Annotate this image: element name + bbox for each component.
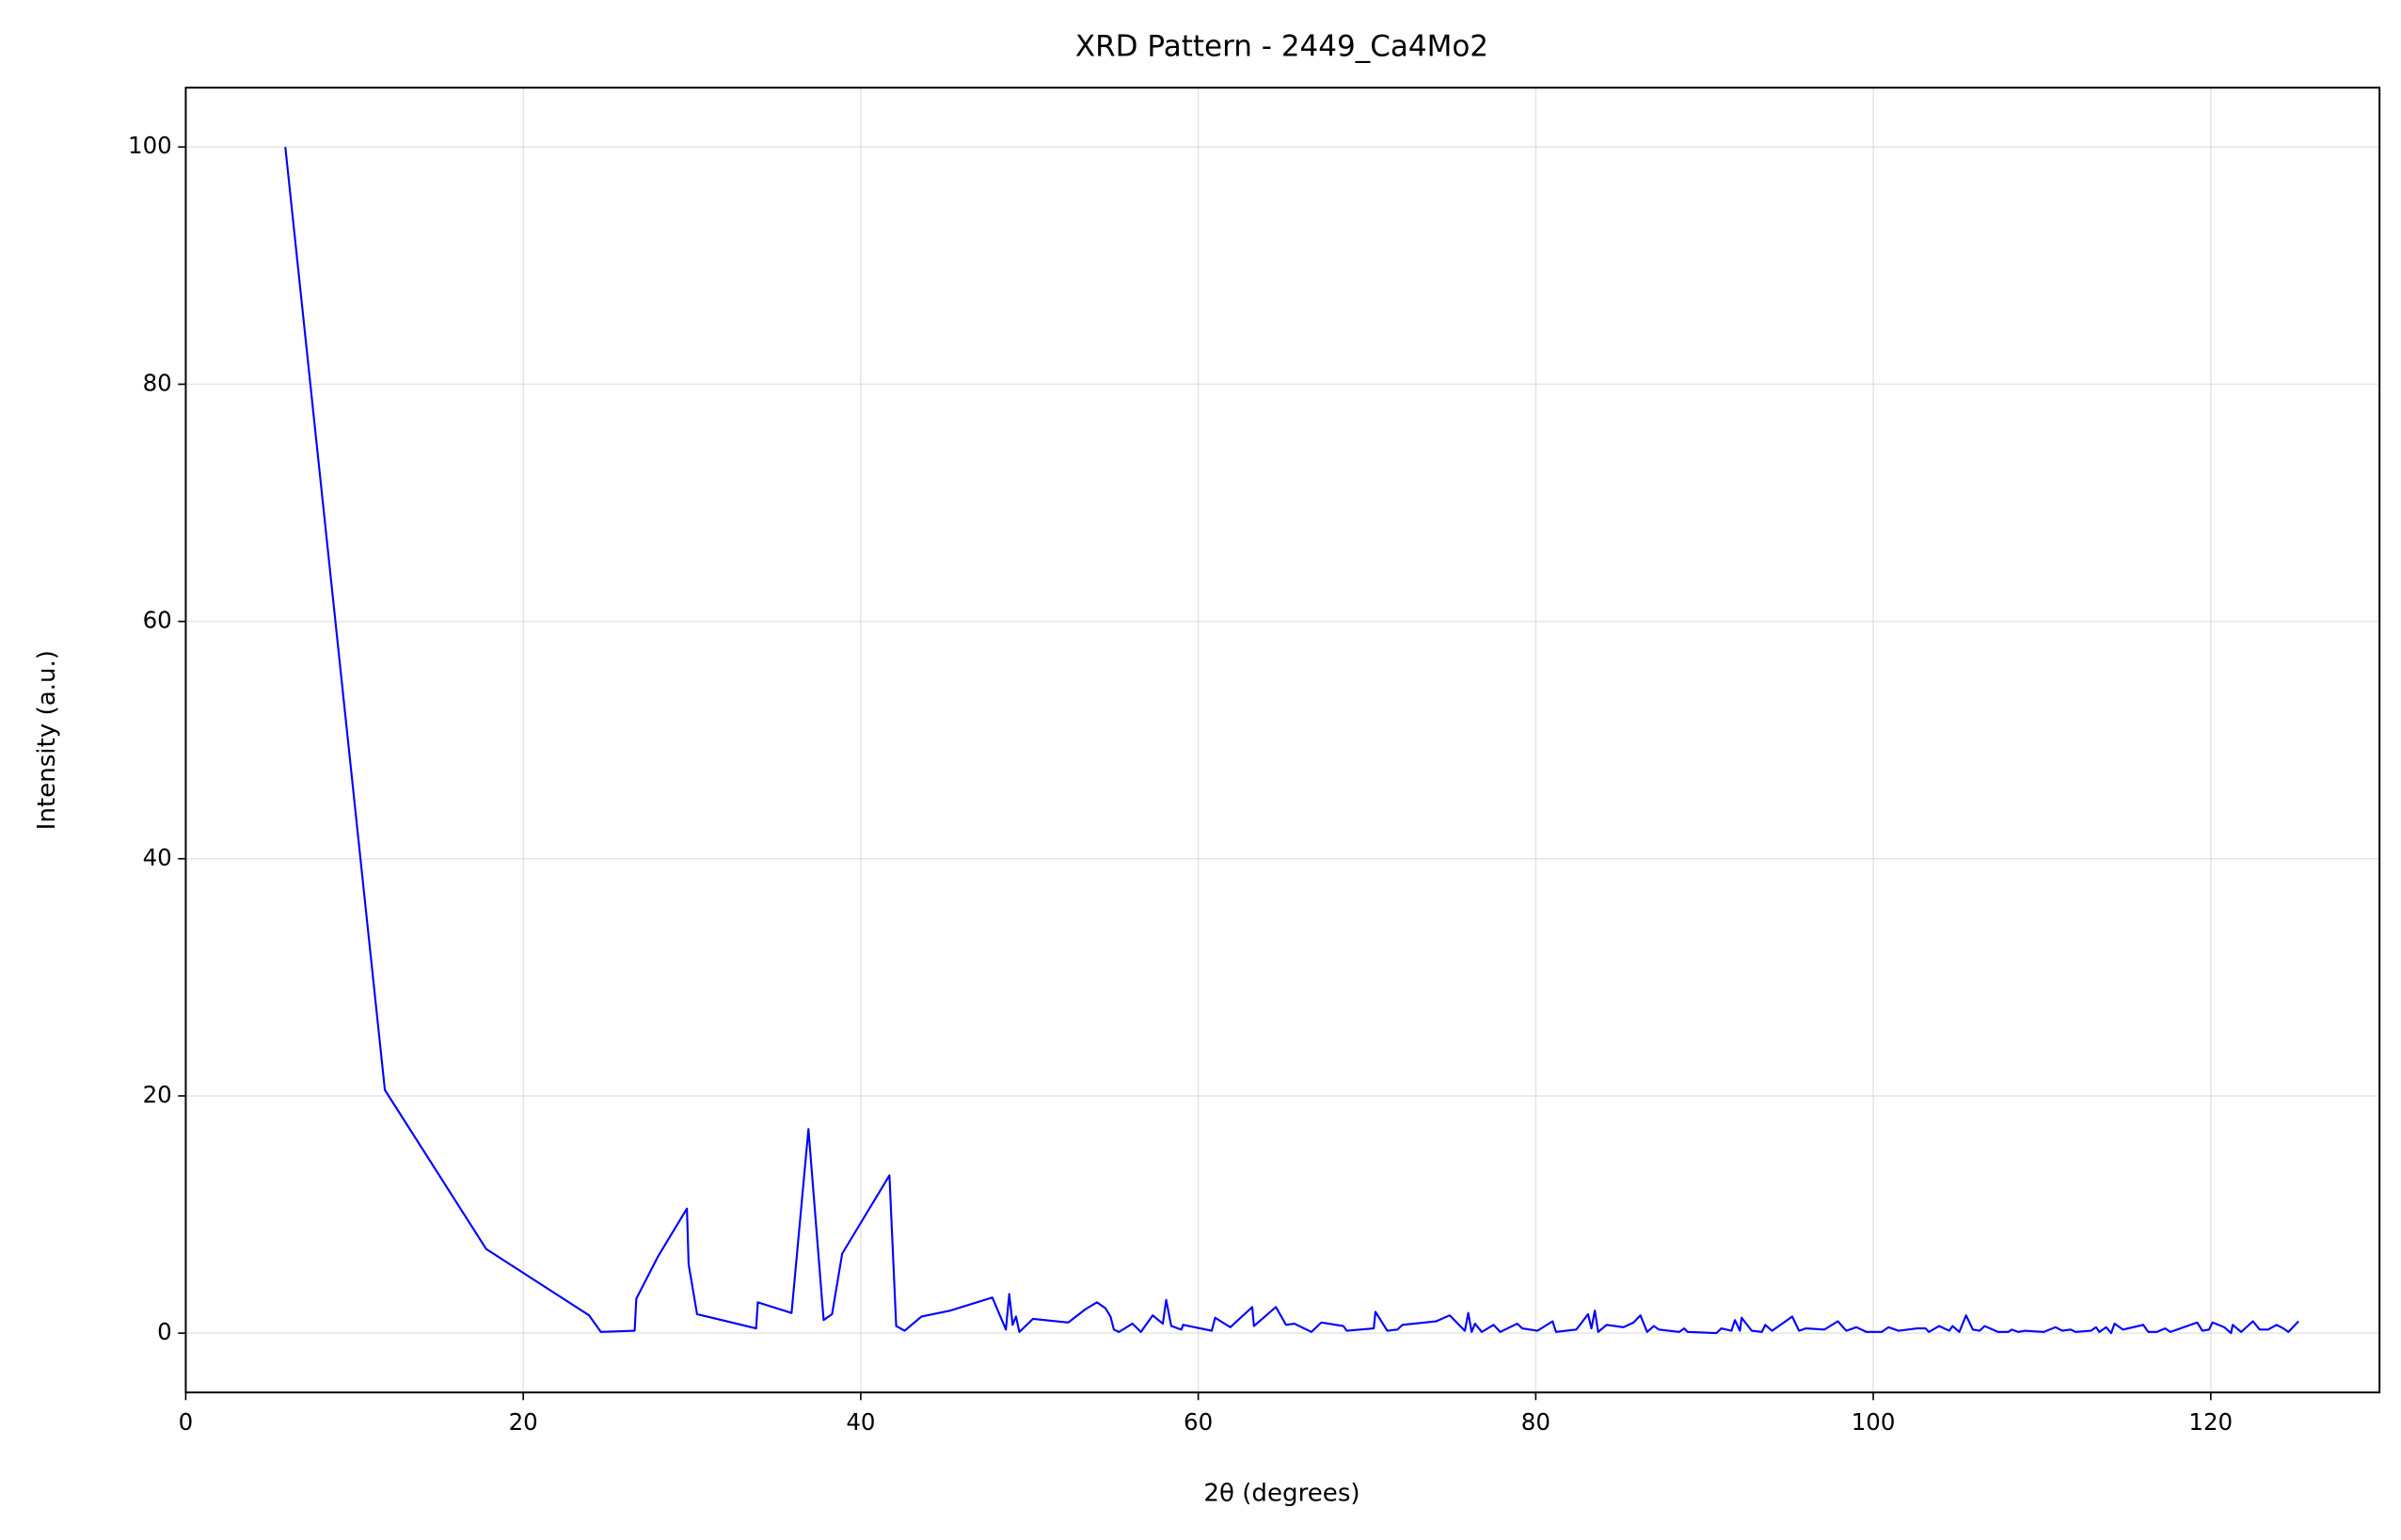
grid (184, 87, 2380, 1393)
y-tick-label: 60 (143, 607, 172, 634)
x-tick-label: 120 (2188, 1408, 2233, 1436)
y-tick-label: 40 (143, 844, 172, 871)
y-axis-label: Intensity (a.u.) (33, 650, 61, 830)
y-tick-label: 100 (128, 132, 172, 159)
x-tick-label: 100 (1852, 1408, 1896, 1436)
y-tick-label: 80 (143, 369, 172, 396)
x-axis-label: 2θ (degrees) (1203, 1479, 1360, 1507)
x-tick-label: 60 (1184, 1408, 1213, 1436)
x-tick-label: 20 (509, 1408, 538, 1436)
chart-title: XRD Pattern - 2449_Ca4Mo2 (1075, 29, 1488, 63)
y-tick-label: 0 (157, 1318, 172, 1345)
x-tick-label: 0 (179, 1408, 194, 1436)
x-tick-label: 40 (846, 1408, 875, 1436)
ticks: 0 20 40 60 80 100 120 0 20 40 60 80 100 (128, 132, 2233, 1436)
x-tick-label: 80 (1521, 1408, 1550, 1436)
y-tick-label: 20 (143, 1081, 172, 1108)
data-line (284, 147, 2299, 1335)
axes-frame (184, 87, 2381, 1394)
plot-area (284, 147, 2299, 1335)
